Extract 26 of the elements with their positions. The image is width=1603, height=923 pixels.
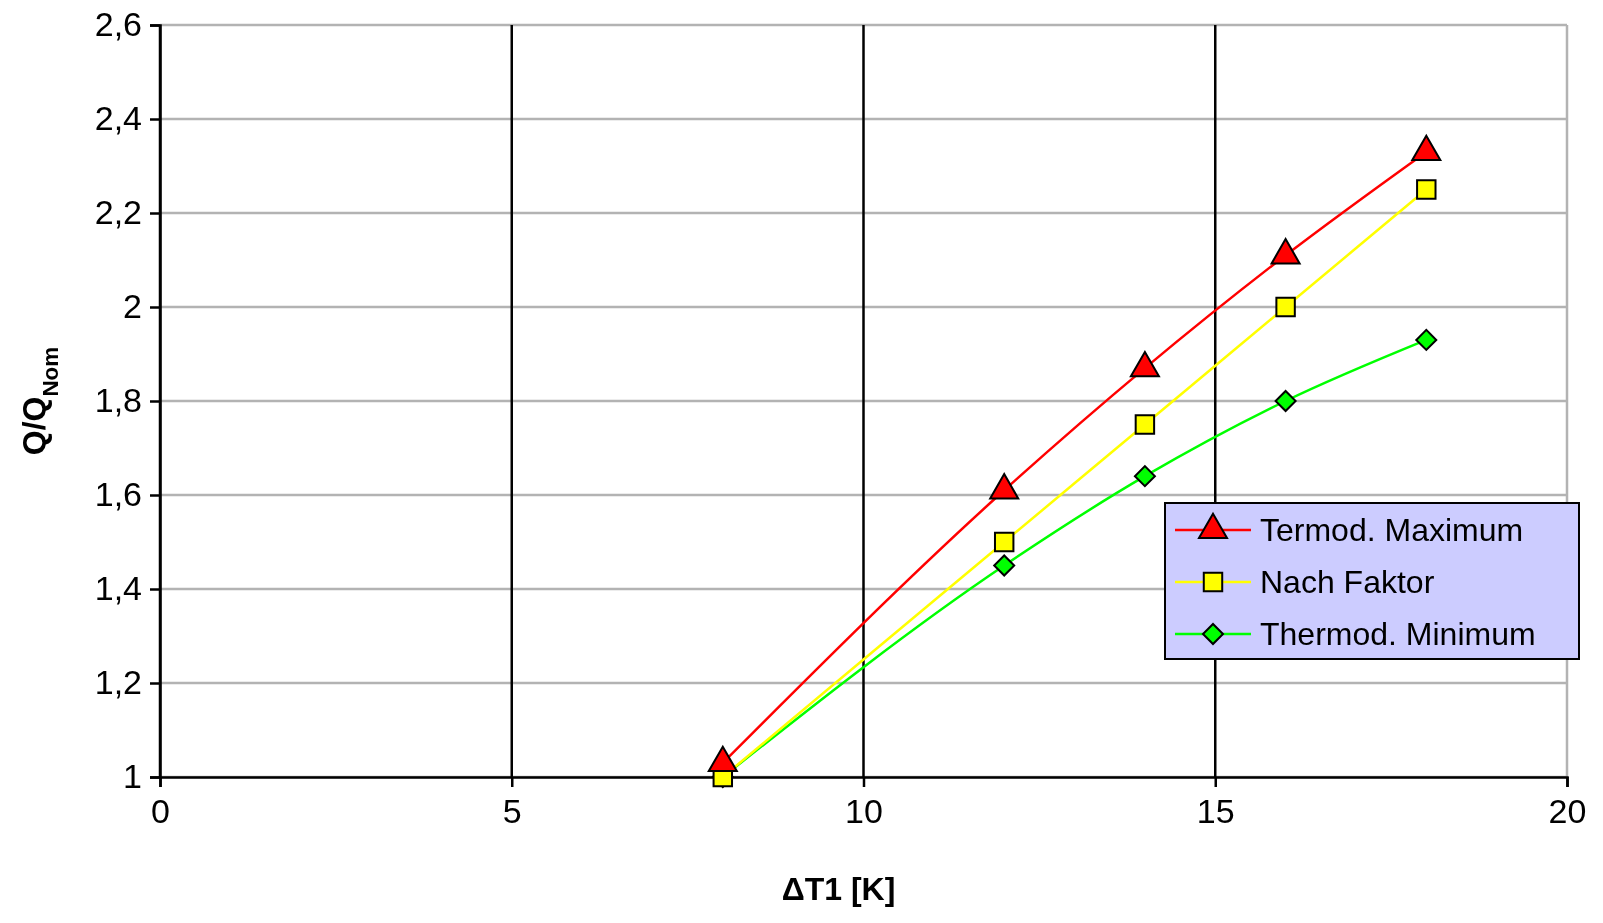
y-tick-label: 2,6 [94,5,142,44]
point [1134,414,1156,435]
x-axis-title: ΔT1 [K] [781,871,896,907]
y-tick-label: 2,4 [94,99,142,138]
point [1415,328,1438,351]
x-tick-label: 10 [845,792,883,831]
point [1275,296,1296,318]
y-tick-label: 1,8 [94,381,142,420]
y-tick-label: 1,6 [94,475,142,514]
point [993,531,1015,553]
y-tick-label: 2 [123,287,142,326]
x-tick-label: 0 [151,792,170,831]
y-tick-label: 2,2 [94,193,142,232]
point [1133,465,1156,488]
point [993,554,1016,577]
legend-label: Termod. Maximum [1260,512,1524,548]
point [1274,390,1297,412]
point [1416,179,1437,200]
x-tick-label: 20 [1548,792,1587,831]
legend-label: Thermod. Minimum [1260,616,1536,652]
y-tick-label: 1,2 [94,663,142,702]
x-tick-label: 5 [502,792,522,831]
x-tick-label: 15 [1196,792,1235,831]
y-tick-label: 1 [123,757,142,796]
y-tick-label: 1,4 [94,569,142,608]
legend-label: Nach Faktor [1260,564,1435,600]
